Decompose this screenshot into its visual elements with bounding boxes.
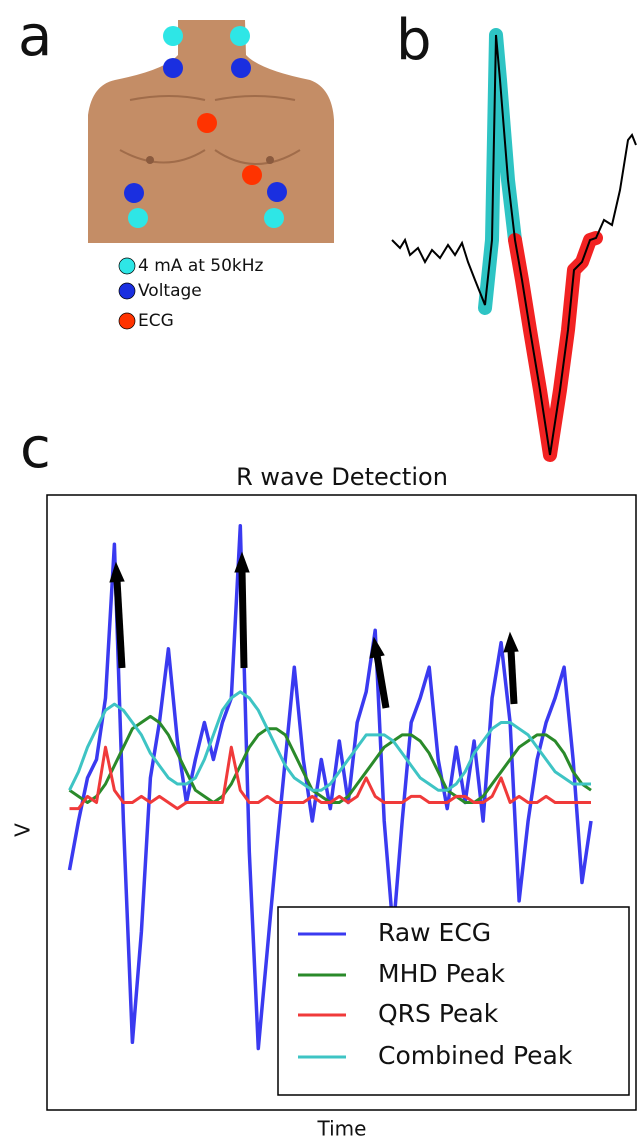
y-axis-label: V xyxy=(11,823,35,837)
nipple xyxy=(266,156,274,164)
series-line xyxy=(67,524,593,1051)
series-line xyxy=(68,690,591,792)
legend-dot xyxy=(118,282,136,300)
r-arrows xyxy=(109,551,519,709)
chart-title: R wave Detection xyxy=(236,463,448,491)
electrodes xyxy=(124,26,287,228)
legend-label: QRS Peak xyxy=(378,999,499,1028)
legend-label: 4 mA at 50kHz xyxy=(138,256,264,276)
panel-label: c xyxy=(20,416,51,481)
series-line xyxy=(69,745,591,811)
ecg-beat xyxy=(391,34,637,456)
legend-label: MHD Peak xyxy=(378,959,505,988)
x-axis-label: Time xyxy=(317,1117,367,1141)
nipple xyxy=(146,156,154,164)
legend-dot xyxy=(118,312,136,330)
torso-shade xyxy=(119,95,301,165)
panel-label: b xyxy=(396,8,432,73)
legend-label: Combined Peak xyxy=(378,1041,573,1070)
legend xyxy=(277,906,630,1096)
legend-dot xyxy=(118,257,136,275)
legend-label: ECG xyxy=(138,311,174,331)
panel-label: a xyxy=(18,4,52,69)
legend-label: Voltage xyxy=(138,281,202,301)
legend-label: Raw ECG xyxy=(378,918,491,947)
plot-frame xyxy=(46,494,637,1111)
